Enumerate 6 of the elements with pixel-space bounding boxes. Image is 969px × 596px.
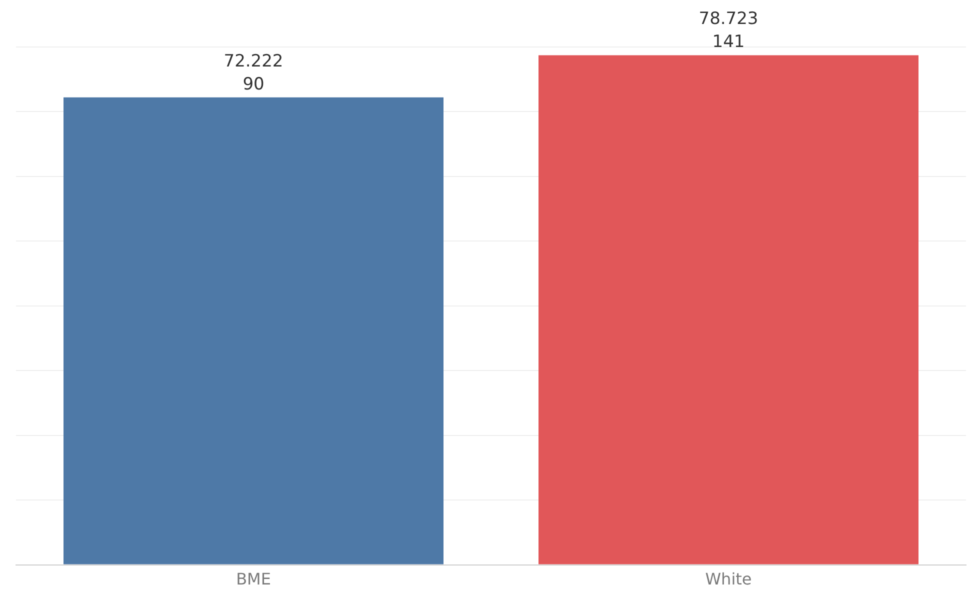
- data-label: 72.222: [224, 51, 284, 72]
- x-tick-label: White: [705, 570, 752, 589]
- annotation: 90: [242, 74, 264, 94]
- data-label: 78.723: [698, 9, 758, 30]
- annotation: 141: [712, 32, 745, 52]
- x-tick-label: BME: [236, 570, 271, 589]
